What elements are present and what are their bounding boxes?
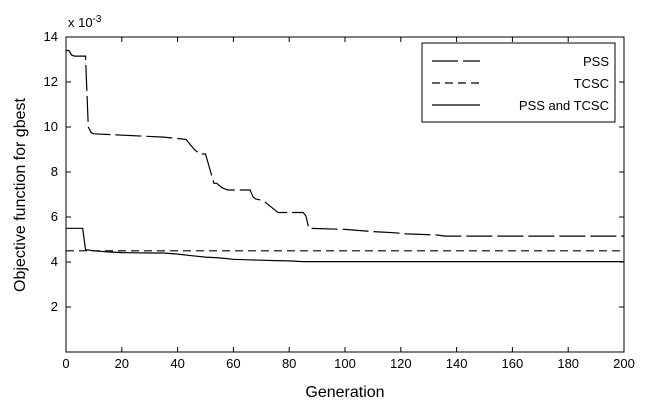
x-tick-label: 40 <box>170 356 184 371</box>
x-tick-label: 200 <box>613 356 635 371</box>
x-tick-label: 140 <box>446 356 468 371</box>
legend-label: PSS <box>583 54 609 69</box>
x-tick-label: 100 <box>334 356 356 371</box>
y-tick-label: 6 <box>51 209 58 224</box>
y-multiplier: x 10-3 <box>68 14 102 30</box>
y-tick-label: 2 <box>51 299 58 314</box>
x-tick-label: 120 <box>390 356 412 371</box>
y-tick-label: 8 <box>51 164 58 179</box>
x-tick-label: 80 <box>282 356 296 371</box>
legend-label: PSS and TCSC <box>519 98 609 113</box>
y-tick-label: 4 <box>51 254 58 269</box>
axis-ticks: 0 20 40 60 80 100 120 140 160 180 200 2 4 6 8 10 12 14 <box>44 29 635 371</box>
y-axis-title: Objective function for gbest <box>12 98 29 292</box>
x-tick-label: 180 <box>557 356 579 371</box>
series-line-1 <box>66 49 624 237</box>
y-tick-label: 10 <box>44 119 58 134</box>
x-tick-label: 160 <box>502 356 524 371</box>
series-layer <box>66 49 624 263</box>
legend-label: TCSC <box>574 76 609 91</box>
y-tick-label: 14 <box>44 29 58 44</box>
x-axis-title: Generation <box>305 384 384 401</box>
legend-box <box>421 42 616 123</box>
x-tick-label: 60 <box>226 356 240 371</box>
series-line-3 <box>66 227 624 263</box>
x-tick-label: 20 <box>115 356 129 371</box>
x-tick-label: 0 <box>62 356 69 371</box>
legend: PSS TCSC PSS and TCSC <box>421 42 616 123</box>
y-tick-label: 12 <box>44 74 58 89</box>
